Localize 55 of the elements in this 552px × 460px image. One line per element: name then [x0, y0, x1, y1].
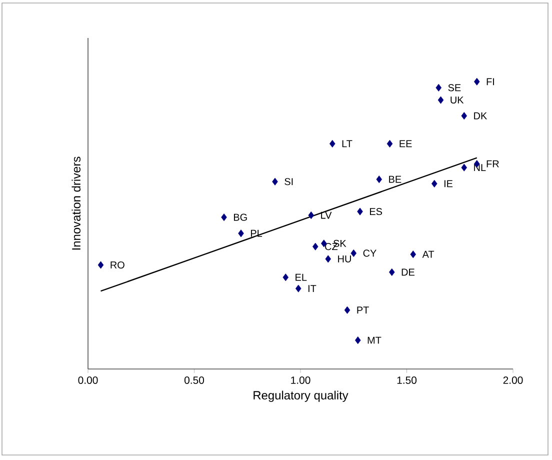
- annotation: SE: [448, 84, 461, 92]
- point: [388, 268, 395, 276]
- annotation: HU: [338, 255, 351, 262]
- annotation: LV: [321, 212, 332, 219]
- point: [386, 140, 393, 148]
- annotation: IE: [444, 180, 453, 188]
- annotation: IT: [308, 285, 316, 292]
- point: [410, 250, 416, 258]
- annotation: EL: [296, 274, 307, 281]
- annotation: ES: [370, 208, 382, 216]
- annotation: PL: [250, 230, 262, 237]
- point: [344, 306, 350, 314]
- point: [325, 255, 332, 263]
- point: [329, 140, 336, 148]
- annotation: DE: [402, 268, 414, 276]
- point: [272, 178, 278, 186]
- point: [354, 336, 361, 344]
- annotation: DK: [474, 112, 488, 120]
- annotation: FI: [486, 78, 494, 86]
- point: [438, 96, 444, 104]
- point: [474, 78, 480, 86]
- annotation: BG: [234, 214, 247, 221]
- point: [221, 213, 227, 222]
- x-tick-label: 0.00: [78, 376, 98, 384]
- annotation: BE: [389, 176, 402, 183]
- annotation: EE: [400, 140, 412, 148]
- point: [357, 208, 363, 216]
- annotation: SI: [284, 178, 293, 186]
- point: [431, 180, 438, 188]
- annotation: LT: [342, 140, 352, 148]
- x-axis-title: Regulatory quality: [254, 390, 348, 402]
- x-tick-label: 0.50: [184, 376, 204, 384]
- annotation: NL: [474, 164, 486, 171]
- point: [98, 261, 104, 269]
- point: [350, 249, 357, 257]
- annotation: PT: [357, 306, 369, 314]
- point: [282, 274, 289, 282]
- point: [436, 84, 442, 92]
- point: [238, 230, 244, 238]
- point: [461, 112, 468, 120]
- x-tick-label: 2.00: [503, 376, 523, 384]
- y-axis-title: Innovation drivers: [72, 156, 80, 250]
- annotation: FR: [486, 160, 499, 168]
- annotation: MT: [368, 336, 382, 344]
- annotation: CY: [363, 250, 376, 257]
- point: [461, 164, 468, 172]
- x-tick-label: 1.00: [291, 376, 310, 384]
- point: [295, 284, 302, 292]
- annotation: AT: [422, 250, 434, 258]
- point: [376, 176, 382, 184]
- point: [312, 242, 318, 250]
- x-tick-label: 1.50: [397, 376, 417, 384]
- point: [308, 211, 314, 220]
- annotation: RO: [110, 261, 124, 268]
- annotation: UK: [450, 96, 464, 104]
